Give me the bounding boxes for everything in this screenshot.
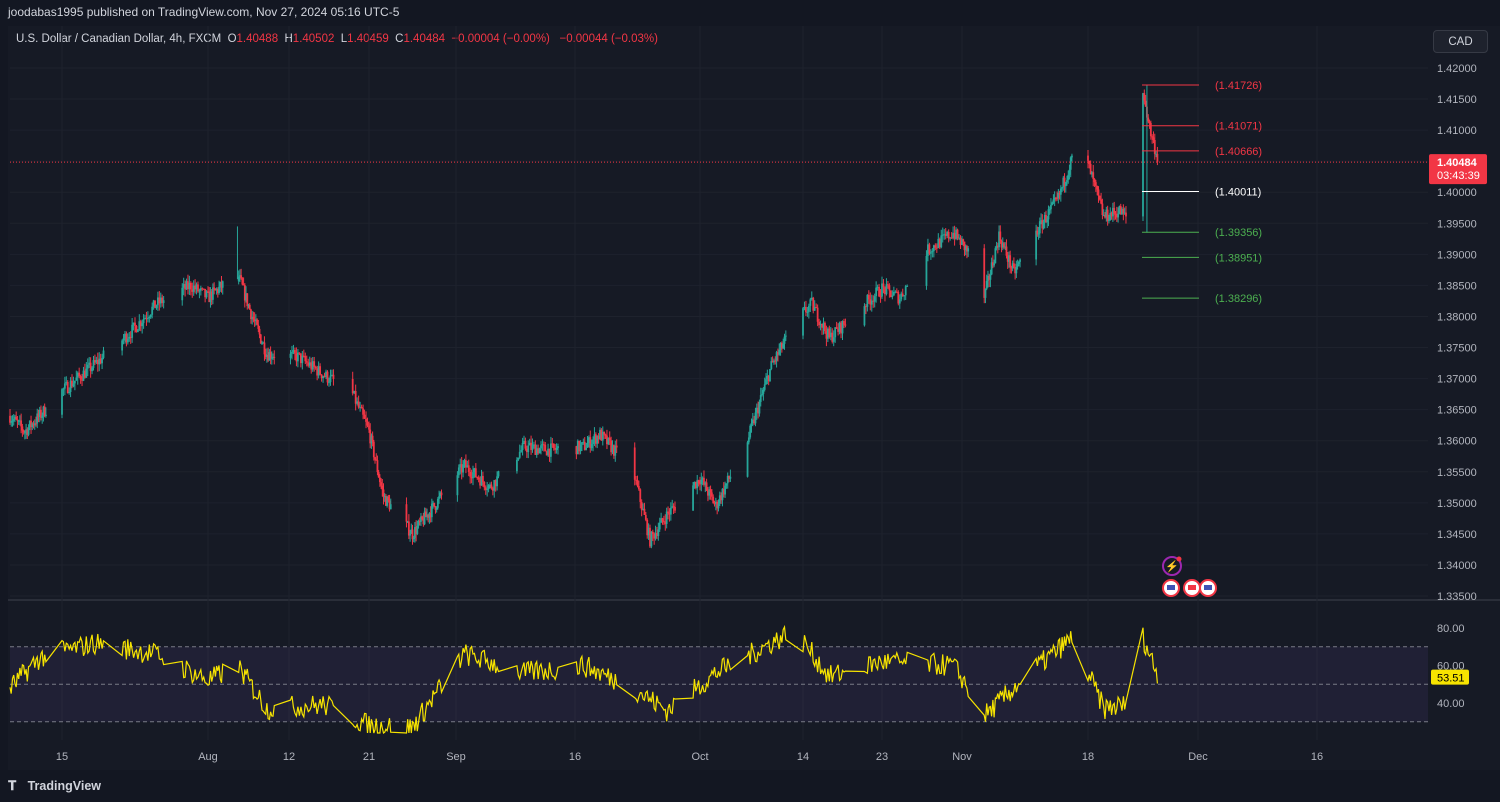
publisher-line: joodabas1995 published on TradingView.co… <box>8 5 400 19</box>
close-label: C <box>395 33 404 45</box>
currency-button[interactable]: CAD <box>1433 30 1488 53</box>
footer-brand-label: TradingView <box>27 779 102 793</box>
price-axis[interactable] <box>1428 26 1500 770</box>
close-value: 1.40484 <box>403 33 446 45</box>
symbol-name[interactable]: U.S. Dollar / Canadian Dollar, 4h, FXCM <box>16 33 222 45</box>
high-value: 1.40502 <box>292 33 335 45</box>
high-label: H <box>284 33 293 45</box>
low-value: 1.40459 <box>347 33 389 45</box>
low-label: L <box>340 33 348 45</box>
change-value: −0.00004 (−0.00%) <box>451 33 550 45</box>
tradingview-logo-icon: 𝐓 <box>8 778 24 793</box>
open-label: O <box>227 33 237 45</box>
symbol-header: U.S. Dollar / Canadian Dollar, 4h, FXCM … <box>16 33 658 45</box>
open-value: 1.40488 <box>236 33 279 45</box>
footer-brand[interactable]: 𝐓 TradingView <box>8 778 101 794</box>
change-value-2: −0.00044 (−0.03%) <box>559 33 658 45</box>
chart-pane[interactable] <box>8 26 1428 770</box>
